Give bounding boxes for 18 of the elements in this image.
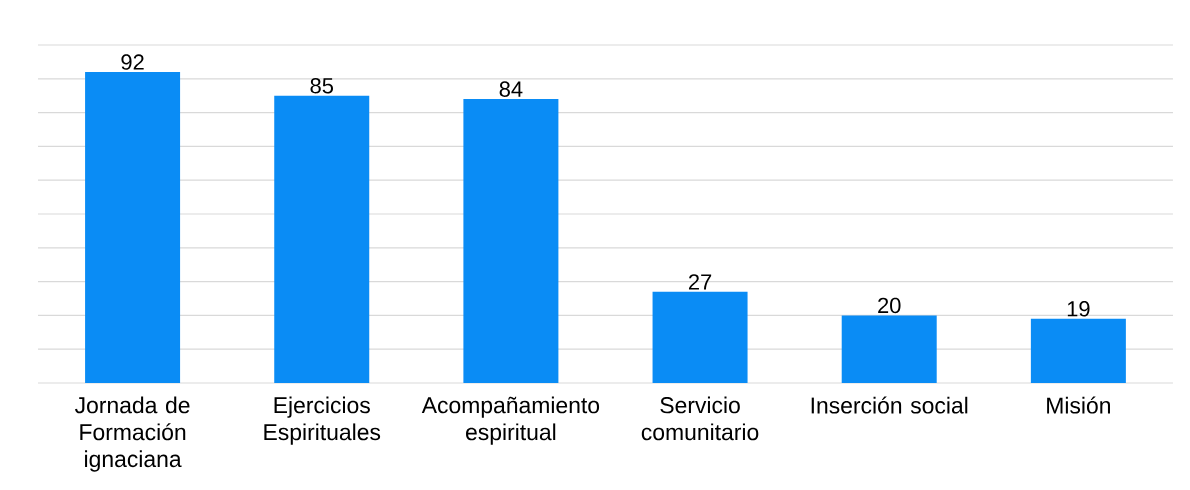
data-label: 85	[310, 77, 333, 94]
data-label: 92	[121, 54, 144, 70]
bar	[85, 72, 181, 383]
x-tick-label: Inserción social	[811, 396, 968, 414]
bar	[1030, 318, 1126, 383]
x-tick-label: Jornada de Formación ignaciana	[74, 396, 190, 472]
data-label: 27	[688, 274, 712, 290]
bar	[841, 315, 937, 383]
data-label: 19	[1067, 301, 1090, 317]
x-tick-label: Acompañamiento espiritual	[421, 396, 600, 445]
data-label: 20	[878, 297, 901, 314]
x-tick-label: Ejercicios Espirituales	[264, 396, 381, 445]
x-tick-label: Misión	[1047, 396, 1110, 414]
bar	[463, 99, 559, 383]
data-label: 84	[499, 81, 523, 97]
x-tick-label: Servicio comunitario	[641, 396, 759, 441]
bar	[274, 95, 370, 383]
bar	[652, 291, 748, 383]
